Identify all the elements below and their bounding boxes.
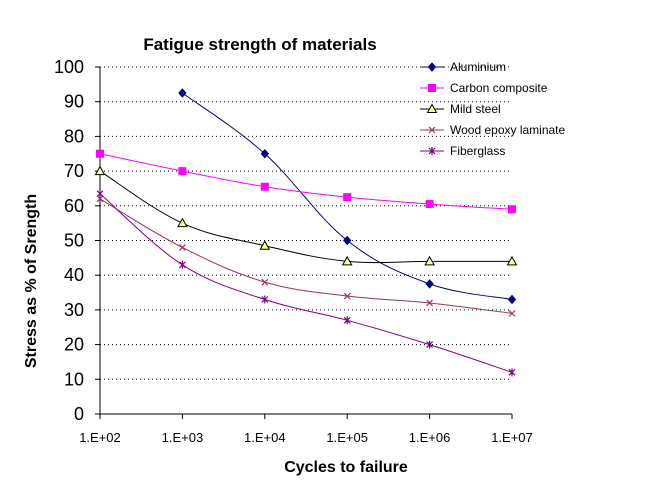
data-point-wood-epoxy-laminate (426, 299, 434, 307)
legend-label: Wood epoxy laminate (450, 123, 566, 137)
x-tick-label: 1.E+07 (491, 430, 533, 445)
y-tick-label: 90 (64, 92, 84, 112)
legend-marker (428, 147, 436, 155)
data-point-fiberglass (426, 340, 434, 349)
x-axis-title: Cycles to failure (284, 459, 408, 476)
data-point-mild-steel (341, 255, 353, 266)
legend: Aluminium Carbon composite Mild steel Wood … (420, 60, 566, 158)
x-tick-label: 1.E+06 (409, 430, 451, 445)
legend-item-carbon-composite: Carbon composite (420, 81, 548, 95)
legend-marker (426, 103, 438, 113)
legend-item-mild-steel: Mild steel (420, 102, 501, 116)
y-tick-label: 100 (54, 57, 84, 77)
data-point-mild-steel (259, 240, 271, 250)
series-line-aluminium (182, 92, 513, 300)
data-point-aluminium (178, 88, 187, 98)
y-tick-label: 80 (64, 126, 84, 146)
data-point-mild-steel (424, 255, 435, 266)
y-tick-labels: 0 10 20 30 40 50 60 70 80 90 100 (54, 57, 84, 424)
legend-item-aluminium: Aluminium (420, 60, 506, 74)
series-line-fiberglass (99, 193, 513, 373)
legend-label: Aluminium (450, 60, 506, 74)
series-carbon-composite (96, 149, 516, 214)
series-mild-steel (94, 165, 518, 266)
legend-marker (428, 126, 436, 134)
data-point-fiberglass (96, 189, 104, 198)
data-point-aluminium (425, 279, 434, 289)
series-fiberglass (96, 189, 516, 377)
data-point-wood-epoxy-laminate (261, 278, 269, 286)
legend-item-fiberglass: Fiberglass (420, 144, 505, 158)
data-point-wood-epoxy-laminate (178, 244, 186, 251)
data-point-wood-epoxy-laminate (96, 195, 104, 203)
y-axis-title: Stress as % of Srength (23, 194, 40, 368)
y-tick-label: 30 (64, 300, 84, 320)
data-point-aluminium (343, 235, 352, 246)
axes (95, 66, 513, 419)
data-point-wood-epoxy-laminate (508, 309, 516, 317)
x-tick-label: 1.E+05 (326, 430, 368, 445)
series-line-mild-steel (99, 170, 512, 264)
legend-marker (428, 84, 436, 92)
y-tick-label: 60 (64, 196, 84, 216)
data-point-mild-steel (506, 255, 518, 266)
data-point-fiberglass (508, 368, 516, 377)
y-tick-label: 40 (64, 265, 84, 285)
series-aluminium (178, 88, 517, 305)
data-point-carbon-composite (178, 167, 187, 176)
y-tick-label: 0 (74, 404, 84, 424)
y-tick-label: 20 (64, 335, 84, 355)
data-point-fiberglass (178, 260, 186, 269)
data-point-carbon-composite (508, 205, 516, 214)
x-tick-label: 1.E+04 (244, 430, 286, 445)
chart-title: Fatigue strength of materials (143, 35, 376, 54)
y-tick-label: 10 (64, 369, 84, 389)
x-tick-label: 1.E+02 (79, 430, 121, 445)
legend-label: Fiberglass (450, 144, 505, 158)
legend-item-wood-epoxy-laminate: Wood epoxy laminate (420, 123, 566, 137)
series-group (94, 88, 518, 377)
series-wood-epoxy-laminate (96, 195, 516, 317)
legend-label: Mild steel (450, 102, 501, 116)
data-point-mild-steel (177, 217, 188, 228)
x-tick-label: 1.E+03 (162, 430, 204, 445)
data-point-carbon-composite (343, 193, 352, 202)
data-point-aluminium (260, 148, 269, 159)
series-line-wood-epoxy-laminate (99, 198, 513, 314)
data-point-mild-steel (94, 165, 106, 176)
y-tick-label: 70 (64, 161, 84, 181)
data-point-carbon-composite (96, 149, 104, 158)
data-point-wood-epoxy-laminate (343, 292, 351, 300)
data-point-carbon-composite (425, 200, 434, 209)
legend-label: Carbon composite (450, 81, 548, 95)
data-point-fiberglass (343, 316, 351, 325)
data-point-fiberglass (261, 295, 269, 304)
data-point-aluminium (507, 294, 517, 305)
y-tick-label: 50 (64, 231, 84, 251)
x-tick-labels: 1.E+02 1.E+03 1.E+04 1.E+05 1.E+06 1.E+07 (79, 430, 533, 445)
data-point-carbon-composite (260, 182, 269, 191)
series-line-carbon-composite (99, 153, 513, 210)
legend-marker (427, 62, 437, 72)
